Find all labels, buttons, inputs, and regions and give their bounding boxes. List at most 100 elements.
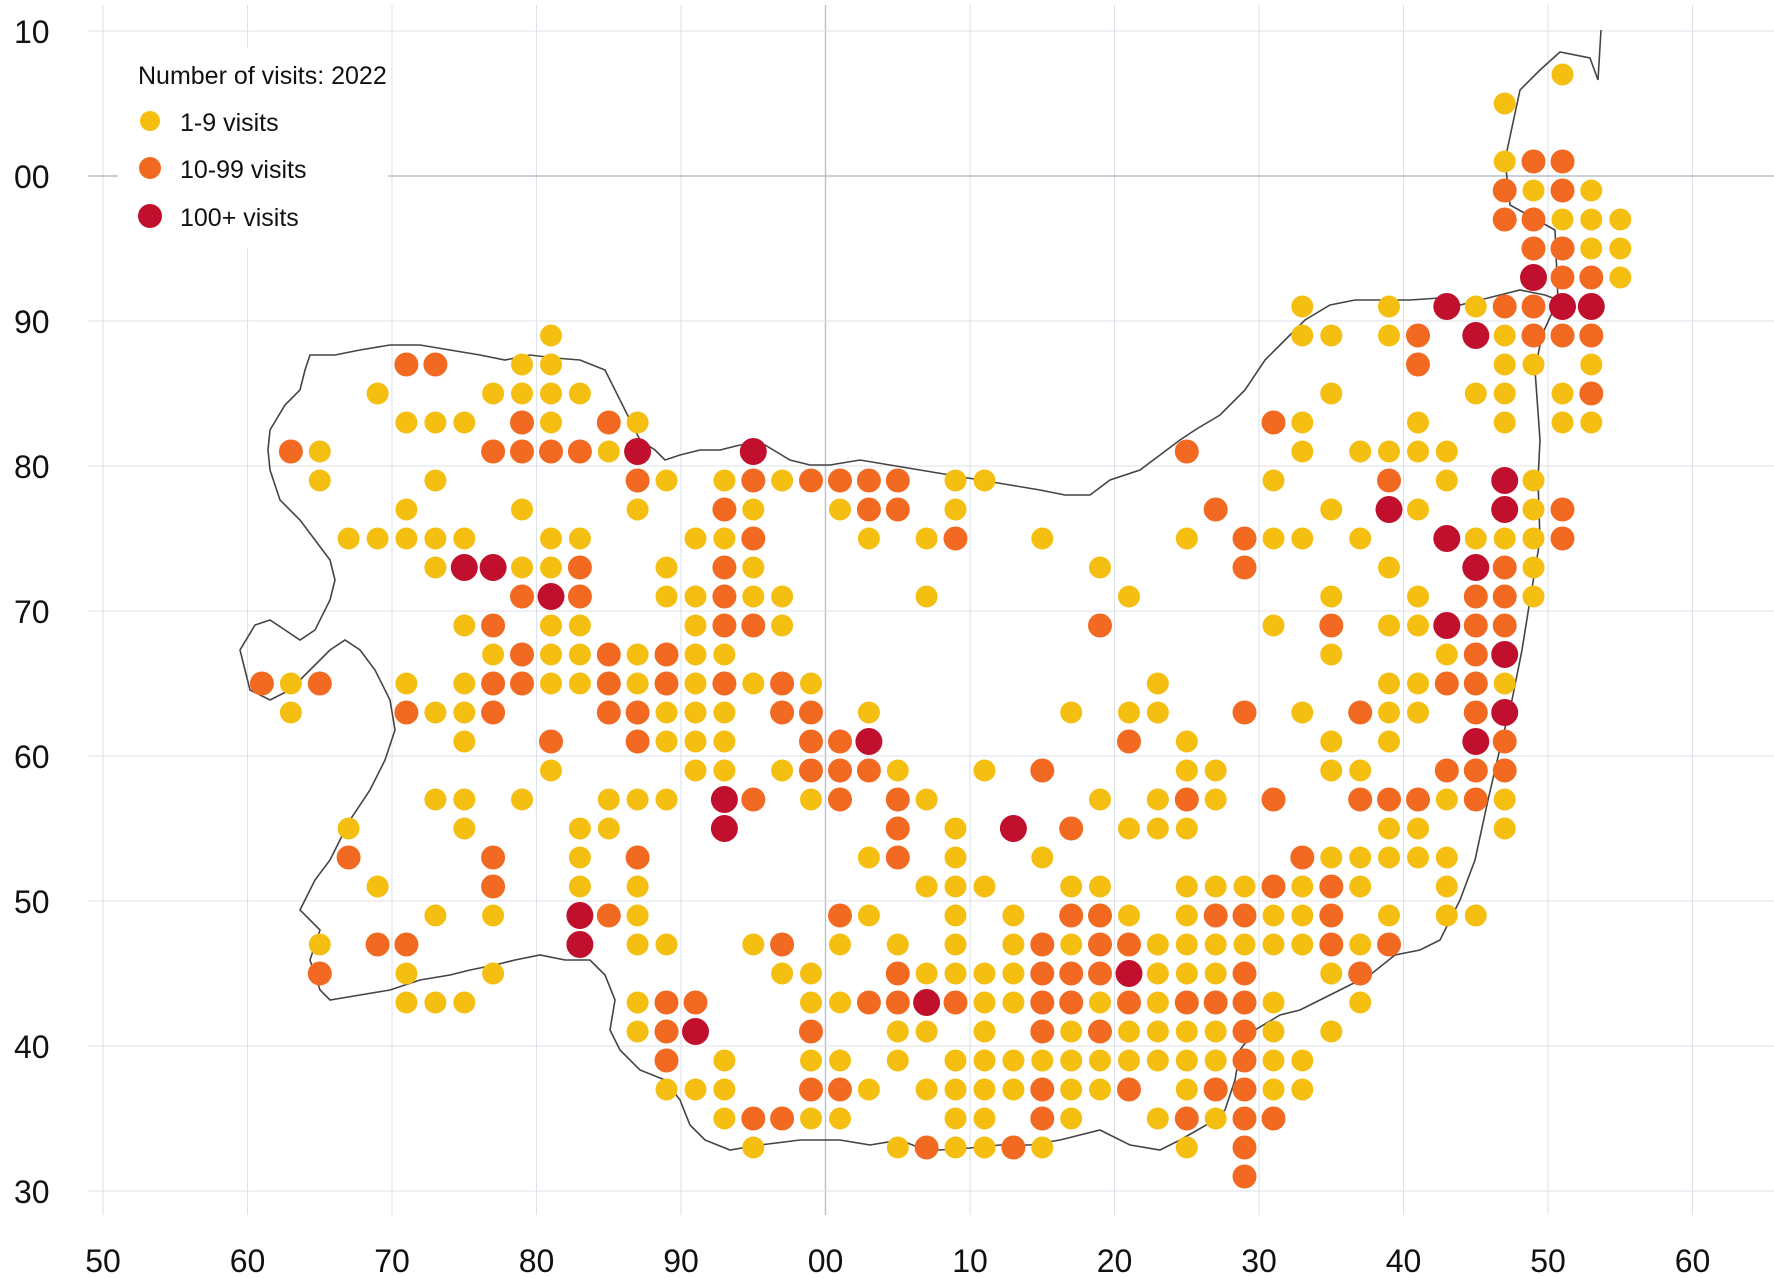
axis-tick-labels: 50 60 70 80 90 00 10 20 30 40 50 60 10 00 90 80 70 60 50 40… (14, 14, 1710, 1278)
point-1-9-visits (1031, 1136, 1054, 1159)
point-1-9-visits (1204, 788, 1227, 811)
point-1-9-visits (655, 469, 678, 492)
point-1-9-visits (395, 411, 418, 434)
point-1-9-visits (1435, 469, 1458, 492)
point-1-9-visits (973, 875, 996, 898)
point-1-9-visits (1060, 1049, 1083, 1072)
point-1-9-visits (915, 875, 938, 898)
point-10-99-visits (1059, 990, 1084, 1015)
point-10-99-visits (1232, 1135, 1257, 1160)
point-100-plus-visits (1462, 322, 1490, 349)
point-1-9-visits (568, 527, 591, 550)
point-1-9-visits (453, 991, 476, 1014)
point-10-99-visits (1406, 787, 1430, 812)
point-10-99-visits (1463, 584, 1488, 609)
point-100-plus-visits (739, 438, 767, 465)
point-10-99-visits (394, 352, 419, 377)
point-10-99-visits (1232, 1019, 1257, 1044)
point-10-99-visits (741, 526, 766, 551)
point-1-9-visits (1262, 1020, 1285, 1043)
point-10-99-visits (1117, 932, 1141, 957)
point-1-9-visits (453, 411, 476, 434)
point-1-9-visits (742, 498, 765, 521)
point-1-9-visits (1262, 527, 1285, 550)
point-10-99-visits (1174, 439, 1199, 464)
point-10-99-visits (1406, 323, 1430, 348)
point-10-99-visits (856, 497, 881, 522)
point-1-9-visits (568, 382, 591, 405)
point-1-9-visits (1493, 353, 1516, 376)
point-10-99-visits (1088, 613, 1112, 638)
point-1-9-visits (424, 904, 447, 927)
point-1-9-visits (1349, 846, 1372, 869)
point-1-9-visits (597, 817, 620, 840)
point-1-9-visits (713, 1078, 736, 1101)
point-1-9-visits (1146, 672, 1169, 695)
point-10-99-visits (799, 468, 823, 493)
point-1-9-visits (1002, 1078, 1025, 1101)
point-1-9-visits (626, 991, 649, 1014)
point-10-99-visits (1059, 903, 1084, 928)
point-10-99-visits (885, 961, 910, 986)
point-1-9-visits (1378, 556, 1400, 579)
point-1-9-visits (857, 1078, 880, 1101)
point-1-9-visits (1522, 353, 1545, 376)
point-1-9-visits (1522, 469, 1545, 492)
point-1-9-visits (1493, 788, 1516, 811)
y-tick-label: 90 (14, 304, 50, 340)
point-1-9-visits (800, 991, 822, 1014)
point-10-99-visits (799, 1077, 823, 1102)
point-1-9-visits (1175, 933, 1198, 956)
point-1-9-visits (944, 933, 967, 956)
point-1-9-visits (1320, 498, 1343, 521)
point-10-99-visits (1088, 932, 1112, 957)
point-1-9-visits (915, 962, 938, 985)
point-1-9-visits (1175, 759, 1198, 782)
x-tick-label: 40 (1386, 1243, 1422, 1278)
point-1-9-visits (1146, 1107, 1169, 1130)
point-10-99-visits (1059, 961, 1084, 986)
point-10-99-visits (510, 584, 534, 609)
x-tick-label: 70 (374, 1243, 410, 1278)
point-1-9-visits (915, 1020, 938, 1043)
point-1-9-visits (742, 933, 765, 956)
point-1-9-visits (1378, 614, 1400, 637)
point-10-99-visits (1203, 903, 1228, 928)
point-1-9-visits (1146, 788, 1169, 811)
point-1-9-visits (944, 817, 967, 840)
point-10-99-visits (1088, 903, 1112, 928)
point-1-9-visits (453, 788, 476, 811)
point-10-99-visits (1348, 961, 1373, 986)
x-tick-label: 00 (808, 1243, 844, 1278)
point-1-9-visits (395, 498, 418, 521)
point-1-9-visits (1551, 411, 1574, 434)
point-1-9-visits (1002, 1049, 1025, 1072)
point-1-9-visits (626, 643, 649, 666)
point-1-9-visits (1146, 933, 1169, 956)
point-1-9-visits (857, 527, 880, 550)
point-10-99-visits (539, 729, 563, 754)
point-1-9-visits (1031, 1049, 1054, 1072)
point-1-9-visits (1320, 730, 1343, 753)
point-10-99-visits (1088, 1019, 1112, 1044)
point-10-99-visits (654, 1019, 679, 1044)
point-1-9-visits (279, 672, 302, 695)
point-1-9-visits (1522, 527, 1545, 550)
point-1-9-visits (1551, 382, 1574, 405)
point-1-9-visits (424, 527, 447, 550)
point-1-9-visits (1493, 150, 1516, 173)
point-1-9-visits (1522, 585, 1545, 608)
point-10-99-visits (1492, 729, 1517, 754)
point-1-9-visits (684, 672, 707, 695)
point-1-9-visits (742, 1136, 765, 1159)
point-1-9-visits (1262, 1078, 1285, 1101)
point-1-9-visits (886, 1049, 909, 1072)
point-10-99-visits (1290, 845, 1315, 870)
point-1-9-visits (1580, 208, 1603, 231)
point-10-99-visits (1550, 497, 1575, 522)
point-1-9-visits (1378, 440, 1400, 463)
point-1-9-visits (1291, 1049, 1314, 1072)
point-1-9-visits (944, 1107, 967, 1130)
x-tick-label: 50 (1530, 1243, 1566, 1278)
